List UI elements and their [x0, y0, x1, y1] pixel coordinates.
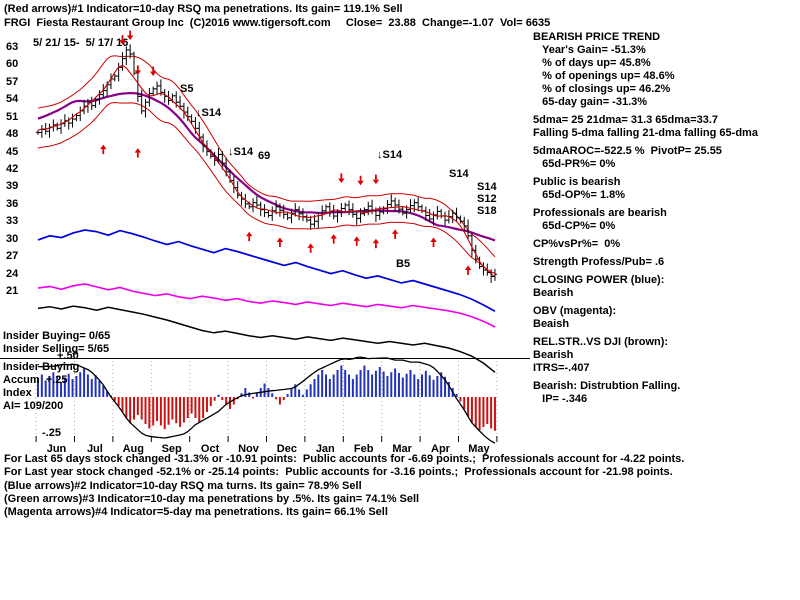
month-axis-label: Nov — [238, 443, 259, 455]
y-axis-price-label: 45 — [6, 145, 19, 158]
ai-value-label: AI= 109/200 — [3, 400, 64, 412]
signal-annotation: S14 — [449, 168, 469, 180]
analysis-panel: BEARISH PRICE TREND Year's Gain= -51.3% … — [533, 31, 798, 406]
y-axis-price-label: 42 — [6, 163, 19, 175]
footer-line: (Blue arrows)#2 Indicator=10-day RSQ ma … — [4, 479, 362, 492]
month-axis-label: Mar — [392, 443, 412, 455]
insider-buying-label: Insider Buying — [3, 361, 80, 373]
analysis-panel-line: 5dma= 25 21dma= 31.3 65dma=33.7 — [533, 114, 718, 126]
analysis-panel-line: BEARISH PRICE TREND — [533, 31, 661, 43]
footer-line: (Green arrows)#3 Indicator=10-day ma pen… — [4, 492, 420, 505]
analysis-panel-line: % of openings up= 48.6% — [533, 70, 675, 82]
analysis-panel-line: CP%vsPr%= 0% — [533, 238, 621, 250]
footer-line: (Magenta arrows)#4 Indicator=5-day ma pe… — [4, 506, 388, 519]
y-axis-price-label: 27 — [6, 250, 19, 263]
y-axis-price-label: 21 — [6, 285, 19, 297]
signal-annotation: S18 — [477, 205, 497, 217]
y-axis-price-label: 36 — [6, 197, 19, 210]
ticker-title-line: FRGI Fiesta Restaurant Group Inc (C)2016… — [4, 17, 551, 29]
analysis-panel-line: Bearish — [533, 349, 574, 361]
analysis-panel-line: % of closings up= 46.2% — [533, 83, 671, 95]
signal-annotation: 69 — [258, 150, 271, 162]
y-axis-price-label: 60 — [6, 58, 19, 71]
signal-annotation: S12 — [477, 193, 497, 205]
analysis-panel-line: ITRS=-.407 — [533, 362, 590, 374]
analysis-panel-line: 5dmaAROC=-522.5 % PivotP= 25.55 — [533, 145, 722, 157]
insider-selling-ratio-label: Insider Selling= 5/65 — [3, 343, 110, 355]
analysis-panel-line: Strength Profess/Pub= .6 — [533, 256, 665, 268]
y-axis-price-label: 48 — [6, 128, 19, 141]
analysis-panel-line: Bearish: Distrubtion Falling. — [533, 380, 681, 392]
y-axis-price-label: 24 — [6, 267, 19, 280]
signal-annotation: B5 — [396, 258, 411, 270]
analysis-panel-line: CLOSING POWER (blue): — [533, 274, 665, 286]
analysis-panel-line: 65-day gain= -31.3% — [533, 96, 648, 108]
analysis-panel-line: REL.STR..VS DJI (brown): — [533, 336, 669, 348]
month-axis-label: Jul — [86, 443, 103, 455]
month-axis-label: Oct — [200, 443, 220, 455]
analysis-panel-line: 65d-OP%= 1.8% — [533, 189, 626, 201]
analysis-panel-line: Public is bearish — [533, 176, 621, 188]
y-axis-price-label: 39 — [6, 180, 19, 193]
accum-scale-plus25-label: Accum +.25 — [3, 374, 68, 386]
accum-scale-plus50-label: +.50 — [57, 350, 79, 362]
month-axis-label: Aug — [122, 443, 144, 455]
analysis-panel-line: IP= -.346 — [533, 393, 588, 405]
indicator1-caption: (Red arrows)#1 Indicator=10-day RSQ ma p… — [4, 3, 403, 15]
date-range-label: 5/ 21/ 15- 5/ 17/ 16 — [33, 37, 129, 49]
analysis-panel-line: 65d-CP%= 0% — [533, 220, 616, 232]
signal-annotation: ↓S14 — [377, 149, 403, 161]
signal-annotation: S14 — [477, 181, 497, 193]
y-axis-price-label: 57 — [6, 75, 19, 88]
analysis-panel-line: Bearish — [533, 287, 574, 299]
y-axis-price-label: 30 — [6, 232, 19, 245]
footer-line: For Last 65 days stock changed -31.3% or… — [4, 453, 685, 465]
footer-line: For Last year stock changed -52.1% or -2… — [4, 466, 673, 479]
y-axis-price-label: 54 — [6, 93, 19, 106]
month-axis-label: Jun — [46, 443, 67, 455]
month-axis-label: Sep — [161, 443, 182, 455]
signal-annotation: ↓S14 — [228, 146, 254, 158]
analysis-panel-line: Professionals are bearish — [533, 207, 667, 219]
month-axis-label: Feb — [353, 443, 374, 455]
analysis-panel-line: 65d-PR%= 0% — [533, 158, 616, 170]
footer-indicator-lines: For Last 65 days stock changed -31.3% or… — [4, 453, 684, 519]
analysis-panel-line: OBV (magenta): — [533, 305, 617, 317]
month-axis-label: Dec — [276, 443, 297, 455]
y-axis-price-label: 63 — [6, 41, 19, 53]
y-axis-price-label: 51 — [6, 110, 19, 123]
signal-annotation: ↓S14 — [196, 107, 222, 119]
analysis-panel-line: % of days up= 45.8% — [533, 57, 651, 69]
analysis-panel-line: Falling 5-dma falling 21-dma falling 65-… — [533, 127, 758, 139]
month-axis-label: Jan — [315, 443, 335, 455]
month-axis-label: Apr — [431, 443, 450, 455]
analysis-panel-line: Beaish — [533, 318, 570, 330]
analysis-panel-line: Year's Gain= -51.3% — [533, 44, 646, 56]
y-axis-price-label: 33 — [6, 215, 19, 228]
insider-buying-ratio-label: Insider Buying= 0/65 — [3, 330, 111, 342]
accum-scale-minus25-label: -.25 — [42, 427, 61, 439]
index-label: Index — [3, 387, 32, 399]
signal-annotation: S5 — [180, 83, 194, 95]
month-axis-label: May — [468, 443, 490, 455]
